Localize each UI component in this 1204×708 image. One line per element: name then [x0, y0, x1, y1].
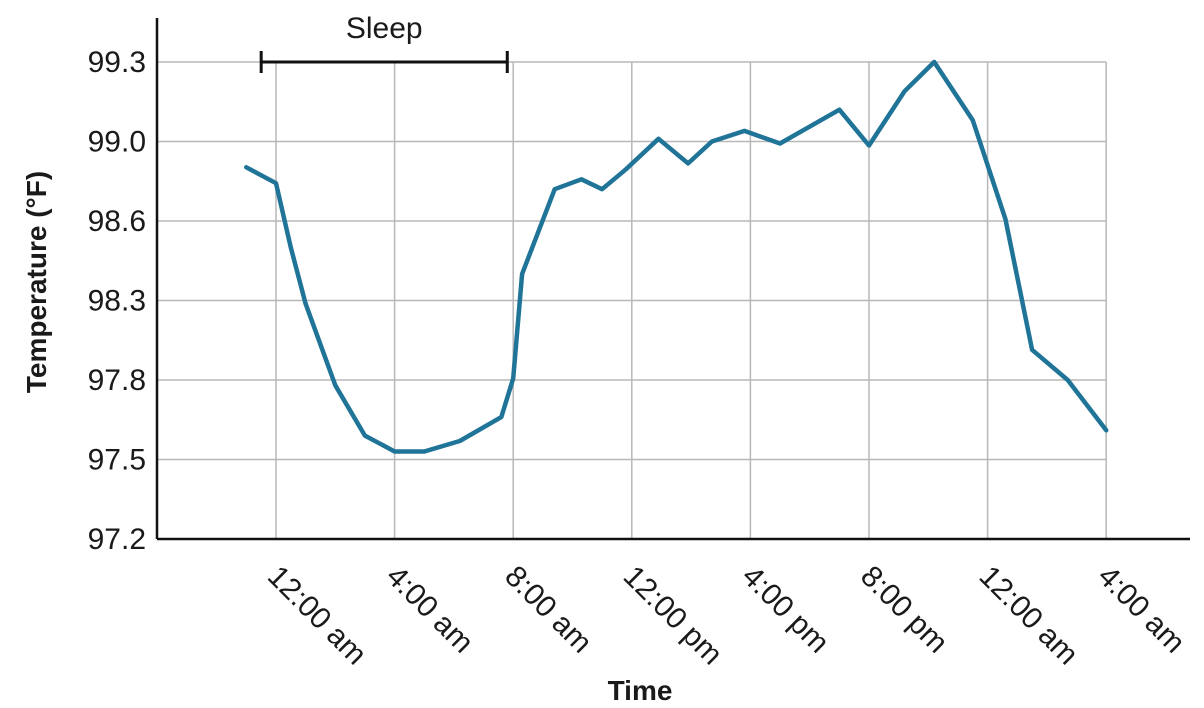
- temperature-series-line: [244, 59, 1109, 454]
- y-tick-label: 98.6: [88, 205, 146, 238]
- y-axis-title: Temperature (°F): [21, 171, 52, 393]
- x-tick-label: 12:00 am: [261, 560, 373, 672]
- x-tick-labels: 12:00 am 4:00 am 8:00 am 12:00 pm 4:00 pm 8:0…: [261, 560, 1191, 672]
- series-layer: [244, 59, 1109, 454]
- y-tick-label: 98.3: [88, 285, 146, 318]
- x-tick-label: 12:00 am: [973, 560, 1085, 672]
- x-tick-label: 4:00 am: [1091, 560, 1191, 660]
- sleep-label: Sleep: [346, 12, 423, 45]
- y-tick-label: 99.3: [88, 46, 146, 79]
- y-tick-label: 97.8: [88, 364, 146, 397]
- axes: [155, 18, 1190, 541]
- x-tick-label: 12:00 pm: [617, 560, 729, 672]
- x-tick-label: 8:00 pm: [854, 560, 954, 660]
- y-tick-labels: 97.2 97.5 97.8 98.3 98.6 99.0 99.3: [88, 46, 146, 556]
- x-tick-label: 4:00 am: [380, 560, 480, 660]
- y-tick-label: 99.0: [88, 126, 146, 159]
- x-tick-label: 4:00 pm: [735, 560, 835, 660]
- y-tick-label: 97.5: [88, 444, 146, 477]
- y-tick-label: 97.2: [88, 523, 146, 556]
- x-tick-label: 8:00 am: [498, 560, 598, 660]
- x-axis-title: Time: [608, 675, 673, 706]
- grid-lines: [157, 61, 1107, 539]
- sleep-annotation: Sleep: [259, 12, 509, 73]
